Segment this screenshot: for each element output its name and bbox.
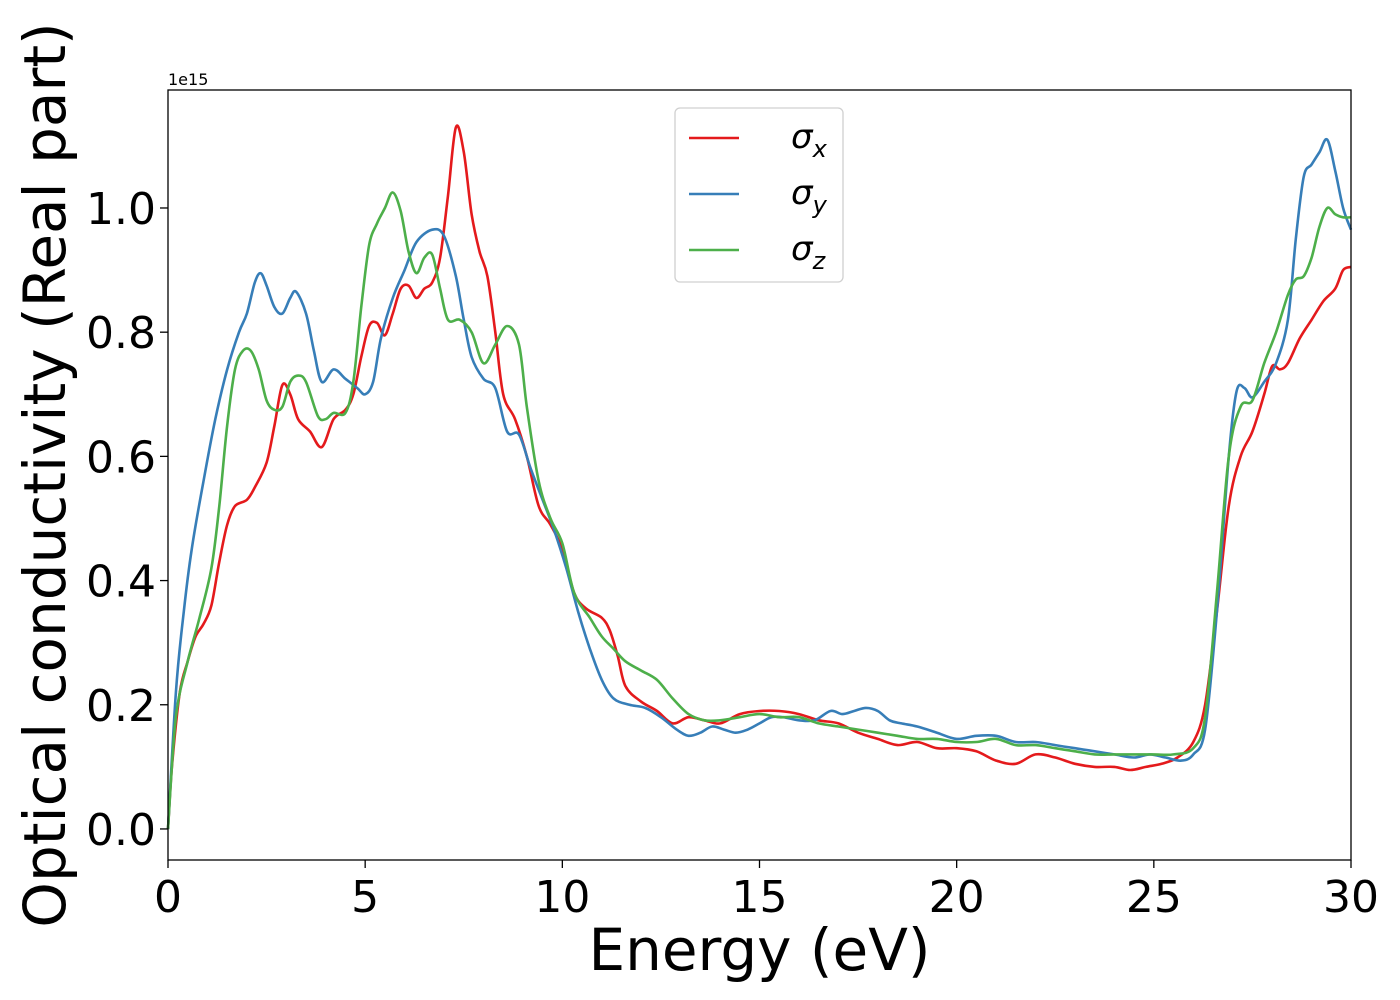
legend-label-y: σy	[791, 173, 828, 219]
series-line-z	[166, 191, 1352, 830]
y-tick-label: 1.0	[86, 184, 156, 235]
y-tick-label: 0.2	[86, 681, 156, 732]
x-tick-label: 25	[1126, 872, 1182, 923]
series-layer	[166, 124, 1353, 830]
y-tick-label: 0.4	[86, 557, 156, 608]
x-axis-label: Energy (eV)	[588, 916, 930, 984]
x-tick-label: 10	[534, 872, 590, 923]
x-tick-label: 0	[154, 872, 182, 923]
x-tick-label: 15	[732, 872, 788, 923]
series-line-y	[166, 137, 1353, 830]
legend-label-z: σz	[791, 229, 827, 275]
x-axis: 0 5 10 15 20 25 30	[154, 860, 1379, 923]
y-axis: 0.0 0.2 0.4 0.6 0.8 1.0	[86, 184, 168, 856]
legend-box	[674, 107, 844, 283]
y-tick-label: 0.8	[86, 308, 156, 359]
x-tick-label: 30	[1323, 872, 1379, 923]
y-axis-label: Optical conductivity (Real part)	[11, 22, 79, 927]
legend-label-x: σx	[791, 117, 828, 163]
series-line-x	[166, 124, 1352, 830]
x-tick-label: 5	[351, 872, 379, 923]
legend: σx σy σz	[674, 107, 844, 283]
x-tick-label: 20	[929, 872, 985, 923]
y-tick-label: 0.0	[86, 805, 156, 856]
y-tick-label: 0.6	[86, 432, 156, 483]
y-offset-label: 1e15	[168, 70, 208, 89]
